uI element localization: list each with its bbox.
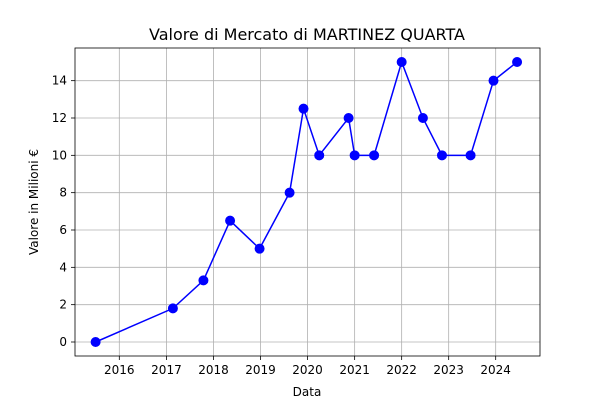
x-tick-label: 2019 xyxy=(245,363,276,377)
x-axis-label: Data xyxy=(293,385,322,399)
y-tick-label: 4 xyxy=(59,260,67,274)
y-tick-label: 2 xyxy=(59,298,67,312)
y-tick-label: 14 xyxy=(52,74,67,88)
data-point xyxy=(167,303,178,314)
y-tick-label: 10 xyxy=(52,148,67,162)
data-point xyxy=(465,150,476,161)
data-point xyxy=(284,187,295,198)
y-axis-label: Valore in Milioni € xyxy=(27,149,41,255)
data-point xyxy=(254,243,265,254)
x-tick-label: 2023 xyxy=(433,363,464,377)
data-point xyxy=(314,150,325,161)
data-point xyxy=(198,275,209,286)
y-tick-label: 8 xyxy=(59,186,67,200)
data-point xyxy=(349,150,360,161)
data-point xyxy=(417,113,428,123)
data-point xyxy=(369,150,380,161)
x-tick-label: 2021 xyxy=(339,363,370,377)
data-point xyxy=(343,113,354,123)
data-point xyxy=(396,57,407,67)
x-tick-label: 2020 xyxy=(292,363,323,377)
axis-ticks: 2016 2017 2018 2019 2020 2021 2022 2023 2024 0 2 4 6… xyxy=(52,74,511,377)
series-line xyxy=(95,59,518,343)
data-point xyxy=(225,215,236,226)
x-tick-label: 2018 xyxy=(198,363,229,377)
chart-title: Valore di Mercato di MARTINEZ QUARTA xyxy=(149,25,465,44)
series xyxy=(90,57,523,347)
data-point xyxy=(488,75,499,86)
grid xyxy=(75,48,540,356)
x-tick-label: 2022 xyxy=(386,363,417,377)
x-tick-label: 2016 xyxy=(104,363,135,377)
y-tick-label: 12 xyxy=(52,111,67,125)
y-tick-label: 6 xyxy=(59,223,67,237)
y-tick-label: 0 xyxy=(59,335,67,349)
data-point xyxy=(436,150,447,161)
data-point xyxy=(298,103,309,114)
x-tick-label: 2017 xyxy=(151,363,182,377)
data-point xyxy=(90,337,101,347)
x-tick-label: 2024 xyxy=(480,363,511,377)
data-point xyxy=(512,57,523,67)
